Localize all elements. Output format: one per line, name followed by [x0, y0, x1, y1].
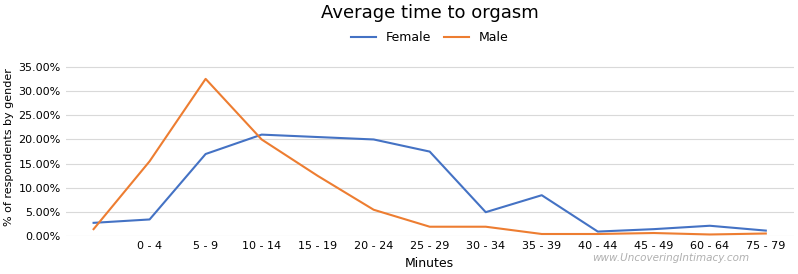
- Y-axis label: % of respondents by gender: % of respondents by gender: [4, 68, 14, 226]
- Male: [761, 232, 771, 235]
- Male: [201, 77, 211, 81]
- Female: [425, 150, 434, 153]
- Female: [201, 152, 211, 156]
- Text: www.UncoveringIntimacy.com: www.UncoveringIntimacy.com: [592, 253, 749, 263]
- Line: Male: Male: [93, 79, 766, 235]
- Female: [144, 218, 154, 221]
- Title: Average time to orgasm: Average time to orgasm: [321, 4, 539, 22]
- Female: [89, 221, 98, 224]
- Male: [649, 231, 658, 235]
- Male: [369, 208, 378, 212]
- Male: [537, 232, 547, 236]
- Female: [593, 230, 602, 233]
- Female: [705, 224, 714, 227]
- Male: [313, 174, 322, 178]
- Legend: Female, Male: Female, Male: [351, 31, 508, 44]
- Female: [369, 138, 378, 141]
- Female: [537, 193, 547, 197]
- Female: [257, 133, 267, 136]
- Male: [705, 233, 714, 236]
- Female: [761, 229, 771, 232]
- Male: [481, 225, 491, 228]
- Male: [425, 225, 434, 228]
- Male: [257, 138, 267, 141]
- Male: [89, 227, 98, 231]
- Line: Female: Female: [93, 135, 766, 232]
- Male: [144, 160, 154, 163]
- Female: [649, 227, 658, 231]
- Male: [593, 232, 602, 236]
- Female: [313, 135, 322, 139]
- X-axis label: Minutes: Minutes: [405, 257, 454, 270]
- Female: [481, 210, 491, 214]
